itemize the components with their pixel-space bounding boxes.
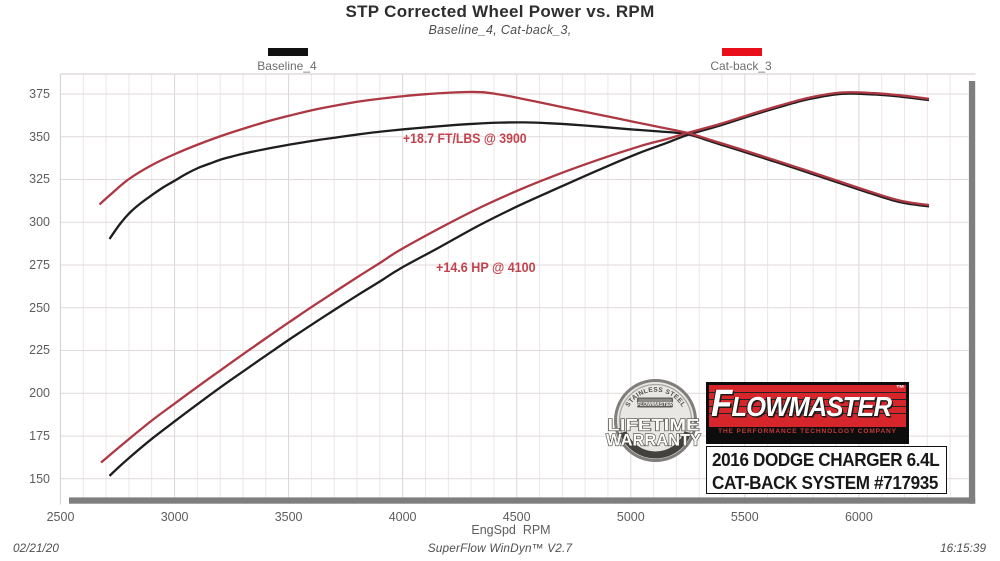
svg-text:FLOWMASTER: FLOWMASTER (637, 402, 673, 408)
svg-text:LIFETIME: LIFETIME (608, 415, 700, 434)
svg-text:WARRANTY: WARRANTY (606, 430, 701, 449)
